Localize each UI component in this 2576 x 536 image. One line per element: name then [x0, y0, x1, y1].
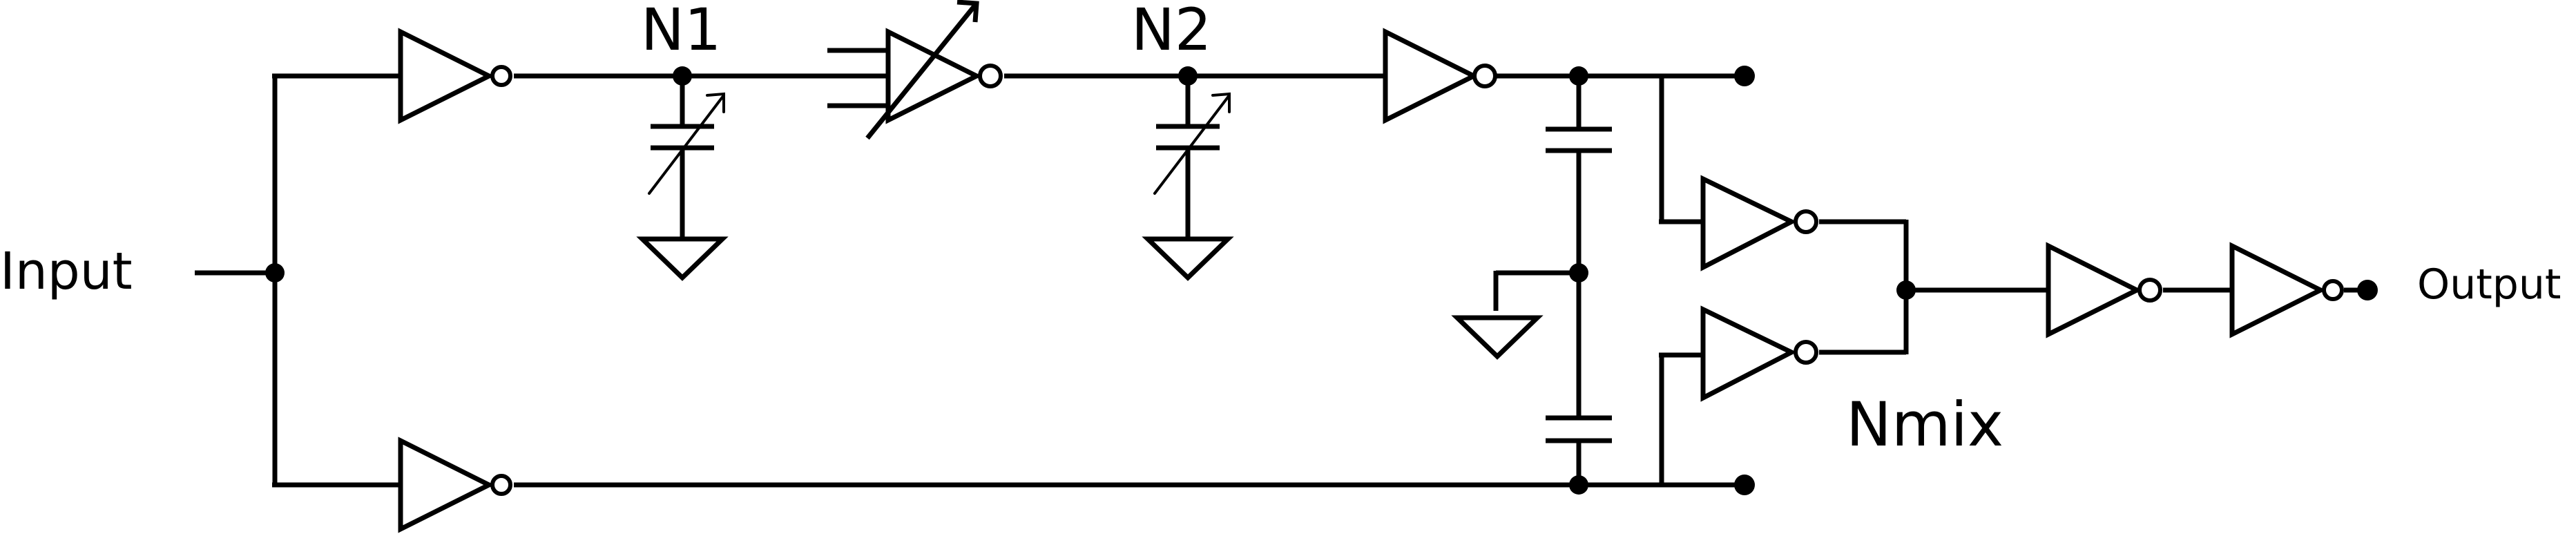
inverter-bubble [2322, 279, 2344, 301]
junction-dot [1896, 280, 1916, 300]
inverter-bottom-1 [398, 437, 494, 533]
junction-dot [1569, 263, 1588, 283]
output-inverter-2 [2229, 242, 2326, 338]
wires [195, 48, 2367, 488]
output-inverter-1 [2046, 242, 2142, 338]
junction-dot [1178, 66, 1198, 86]
node-label-n2: N2 [1131, 0, 1211, 64]
terminal-dot [1734, 475, 1755, 495]
variable-arrow-icon [865, 0, 979, 140]
inverter-top-3 [1383, 28, 1479, 124]
inverter-bubble [1472, 64, 1497, 88]
junction-dot [1569, 66, 1588, 86]
capacitor-lower [1546, 415, 1612, 443]
ground-icon [1142, 236, 1234, 281]
capacitor-upper [1546, 126, 1612, 153]
inverter-top-1 [398, 28, 494, 124]
inverter-bubble [1794, 209, 1818, 234]
terminal-dot [2357, 280, 2378, 300]
junction-dot [265, 263, 285, 283]
inverter-bubble [978, 64, 1003, 88]
node-label-n1: N1 [641, 0, 721, 64]
ground-icon [636, 236, 729, 281]
inverter-bubble [490, 65, 512, 87]
terminal-dot [1734, 66, 1755, 86]
junction-dot [1569, 475, 1588, 495]
junctions [265, 66, 2378, 495]
inverters [398, 28, 2344, 533]
junction-dot [673, 66, 692, 86]
variable-capacitor-n1 [648, 92, 725, 195]
output-label: Output [2417, 260, 2561, 309]
variable-capacitor-n2 [1153, 92, 1231, 195]
inverter-bubble [1794, 340, 1818, 365]
inverter-bubble [2137, 278, 2162, 303]
node-label-nmix: Nmix [1846, 389, 2003, 460]
inverter-bubble [490, 474, 512, 496]
adjustable-inverter [885, 28, 982, 124]
ground-icon [1451, 315, 1544, 360]
input-label: Input [0, 242, 133, 301]
mix-inverter-upper [1700, 175, 1797, 271]
mix-inverter-lower [1700, 305, 1797, 402]
